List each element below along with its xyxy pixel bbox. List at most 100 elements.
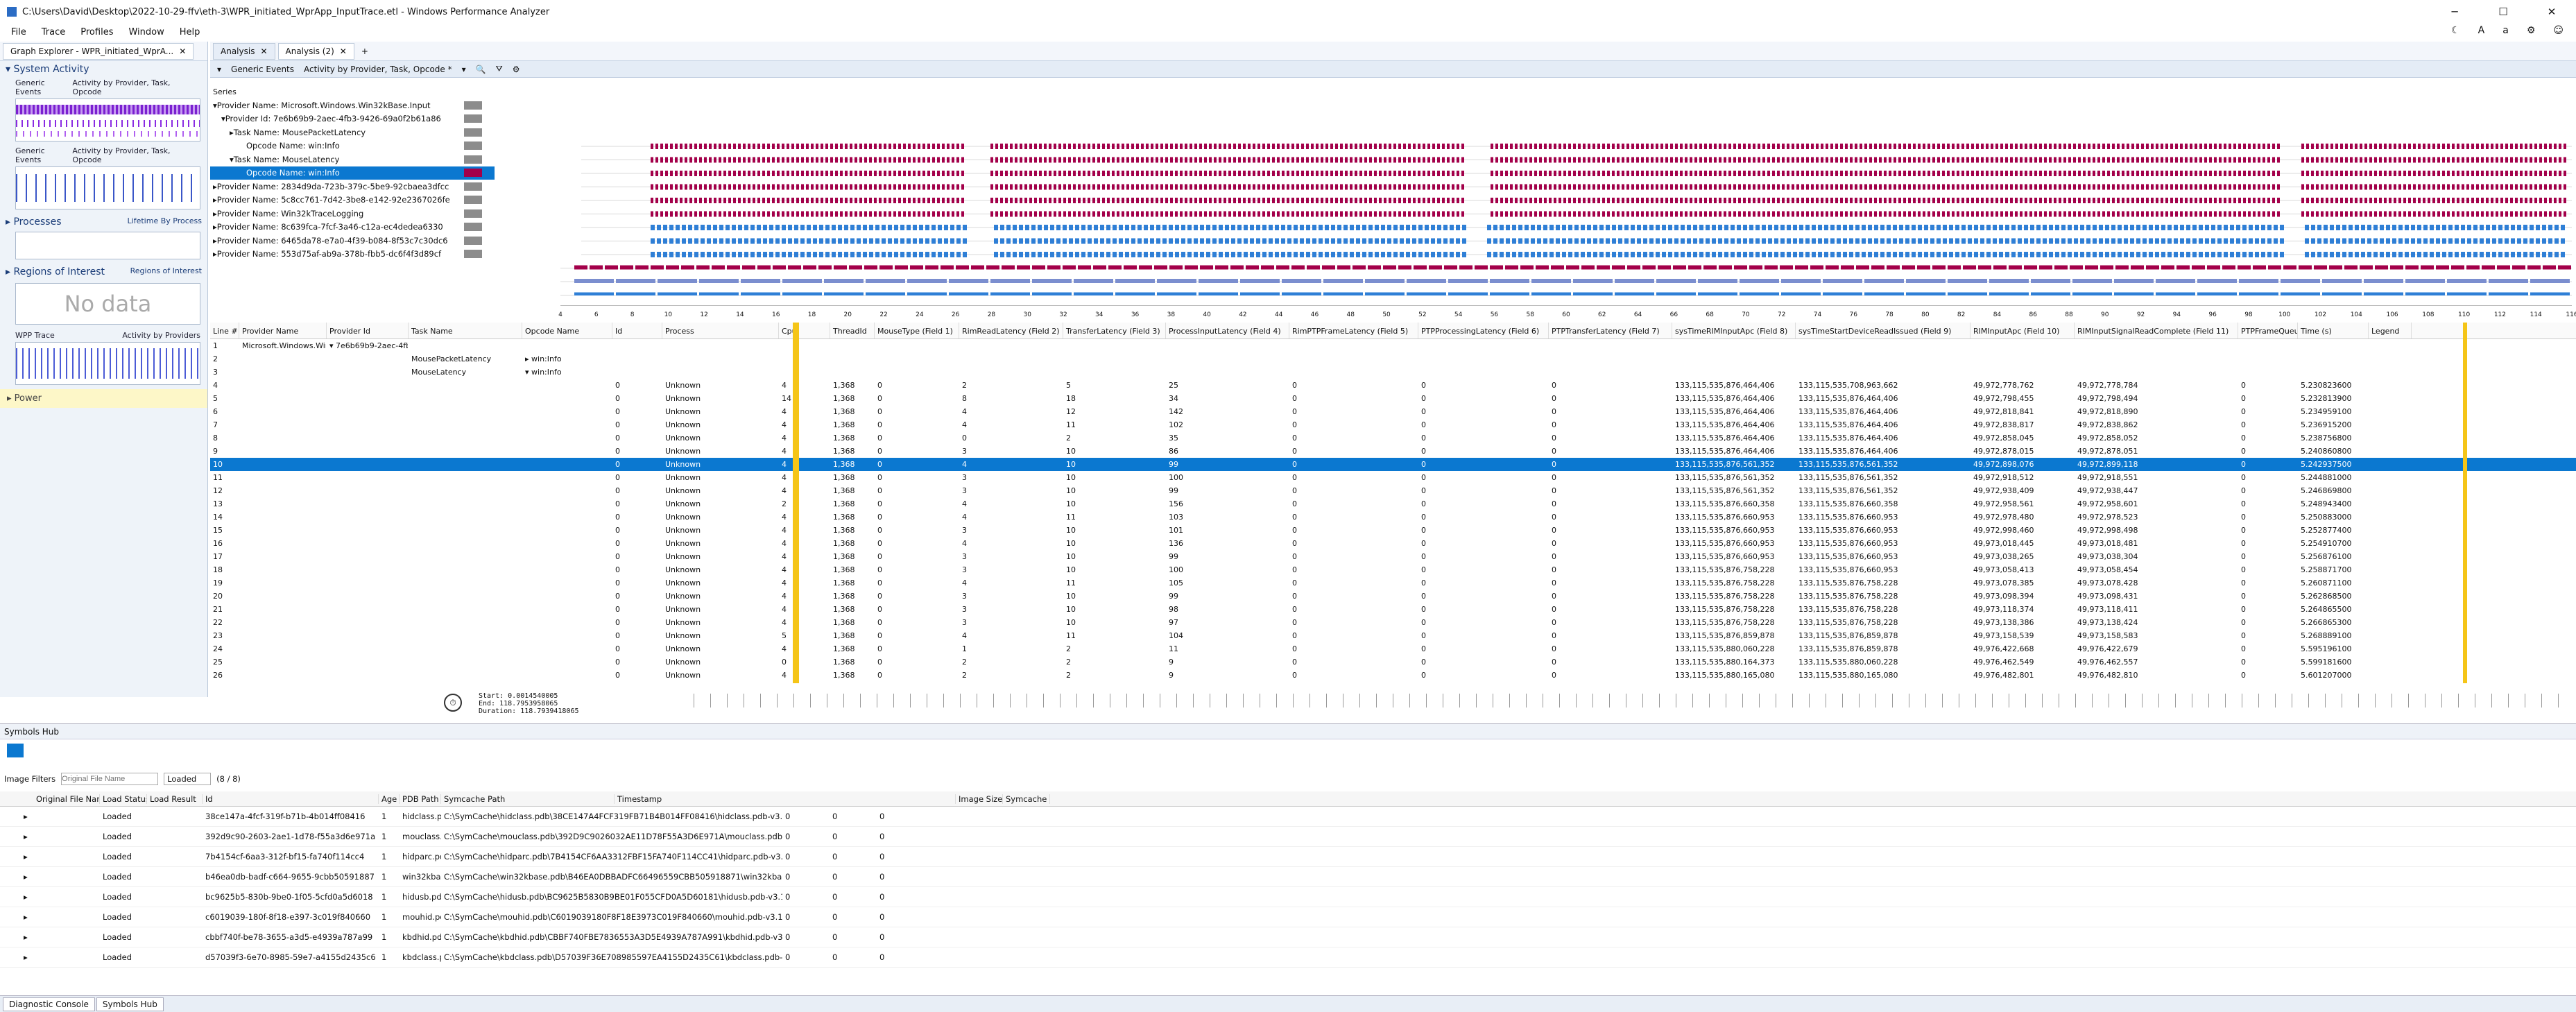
tab-analysis-2[interactable]: Analysis (2) ✕	[277, 42, 354, 60]
column-header[interactable]: Symcache Flags	[1003, 794, 1050, 804]
table-row[interactable]: 5 0 Unknown 14 1,368 0 8 18 34 0 0 0 133,115,535,876…	[210, 392, 2576, 405]
collapse-icon[interactable]: ▾	[217, 64, 222, 74]
column-header[interactable]: Legend	[2369, 323, 2412, 338]
series-color-swatch[interactable]	[464, 128, 482, 137]
column-header[interactable]: RimReadLatency (Field 2)	[959, 323, 1063, 338]
series-color-swatch[interactable]	[464, 101, 482, 110]
menu-window[interactable]: Window	[128, 26, 164, 37]
series-color-swatch[interactable]	[464, 250, 482, 259]
expand-icon[interactable]: ▾	[213, 100, 217, 110]
series-row[interactable]: ▾ Task Name: MouseLatency	[210, 153, 495, 166]
symbol-row[interactable]: ▸ Loaded 38ce147a-4fcf-319f-b71b-4b014ff08…	[0, 807, 2576, 827]
menu-file[interactable]: File	[11, 26, 26, 37]
expand-icon[interactable]: ▸	[213, 235, 217, 246]
column-header[interactable]: Id	[203, 794, 379, 804]
symbol-row[interactable]: ▸ Loaded d57039f3-6e70-8985-59e7-a4155d243…	[0, 947, 2576, 968]
column-header[interactable]: PTPTransferLatency (Field 7)	[1549, 323, 1672, 338]
expand-icon[interactable]: ▾	[221, 114, 225, 124]
feedback-icon[interactable]: ☺	[2553, 25, 2564, 36]
column-header[interactable]: sysTimeRIMInputApc (Field 8)	[1672, 323, 1796, 338]
symbol-row[interactable]: ▸ Loaded bc9625b5-830b-9be0-1f05-5cfd0a5d6…	[0, 887, 2576, 907]
series-row[interactable]: ▸ Task Name: MousePacketLatency	[210, 126, 495, 139]
search-icon[interactable]: 🔍	[475, 64, 486, 74]
expand-icon[interactable]: ▸	[213, 208, 217, 218]
table-row[interactable]: 15 0 Unknown 4 1,368 0 3 10 101 0 0 0 133,115,535,87…	[210, 524, 2576, 537]
column-header[interactable]: sysTimeStartDeviceReadIssued (Field 9)	[1796, 323, 1970, 338]
expand-icon[interactable]: ▾	[230, 154, 234, 164]
tab-graph-explorer[interactable]: Graph Explorer - WPR_initiated_WprA... ✕	[3, 42, 194, 60]
maximize-button[interactable]: ☐	[2498, 6, 2508, 18]
column-header[interactable]: Time (s)	[2298, 323, 2369, 338]
expand-icon[interactable]: ▸	[213, 195, 217, 205]
tab-analysis[interactable]: Analysis ✕	[213, 42, 275, 60]
column-header[interactable]: Load Status	[100, 794, 147, 804]
symbol-row[interactable]: ▸ Loaded b46ea0db-badf-c664-9655-9cbb50591…	[0, 867, 2576, 887]
expand-icon[interactable]: ▸	[213, 222, 217, 232]
column-header[interactable]: Age	[379, 794, 400, 804]
table-row[interactable]: 4 0 Unknown 4 1,368 0 2 5 25 0 0 0 133,115,535,876,4…	[210, 379, 2576, 392]
section-system-activity[interactable]: ▾ System Activity	[6, 64, 89, 75]
table-row[interactable]: 14 0 Unknown 4 1,368 0 4 11 103 0 0 0 133,115,535,87…	[210, 511, 2576, 524]
symbol-row[interactable]: ▸ Loaded 392d9c90-2603-2ae1-1d78-f55a3d6e9…	[0, 827, 2576, 847]
column-header[interactable]: Task Name	[409, 323, 522, 338]
series-color-swatch[interactable]	[464, 182, 482, 191]
series-color-swatch[interactable]	[464, 236, 482, 245]
column-header[interactable]: Load Result	[147, 794, 203, 804]
table-row[interactable]: 17 0 Unknown 4 1,368 0 3 10 99 0 0 0 133,115,535,876…	[210, 550, 2576, 563]
expand-icon[interactable]: ▸	[24, 812, 28, 821]
section-power[interactable]: ▸ Power	[0, 389, 207, 408]
hub-tab[interactable]	[7, 744, 24, 757]
table-row[interactable]: 2 MousePacketLatency ▸ win:Info	[210, 352, 2576, 366]
table-row[interactable]: 12 0 Unknown 4 1,368 0 3 10 99 0 0 0 133,115,535,876…	[210, 484, 2576, 497]
graph-thumbnail-processes[interactable]	[15, 232, 200, 259]
column-header[interactable]: ProcessInputLatency (Field 4)	[1166, 323, 1289, 338]
column-header[interactable]: Image Size	[956, 794, 1003, 804]
series-color-swatch[interactable]	[464, 209, 482, 218]
column-header[interactable]: RIMInputApc (Field 10)	[1970, 323, 2075, 338]
font-size-small-icon[interactable]: a	[2502, 25, 2509, 36]
column-header[interactable]: Id	[612, 323, 662, 338]
series-color-swatch[interactable]	[464, 169, 482, 178]
column-header[interactable]: PTPFrameQueue	[2238, 323, 2298, 338]
table-row[interactable]: 13 0 Unknown 2 1,368 0 4 10 156 0 0 0 133,115,535,87…	[210, 497, 2576, 511]
column-header[interactable]: RimPTPFrameLatency (Field 5)	[1289, 323, 1418, 338]
series-row[interactable]: ▸ Provider Name: 5c8cc761-7d42-3be8-e142…	[210, 194, 495, 207]
expand-icon[interactable]: ▸	[24, 912, 28, 922]
column-header[interactable]: Timestamp	[615, 794, 956, 804]
table-row[interactable]: 24 0 Unknown 4 1,368 0 1 2 11 0 0 0 133,115,535,880,…	[210, 642, 2576, 655]
symbol-row[interactable]: ▸ Loaded cbbf740f-be78-3655-a3d5-e4939a787…	[0, 927, 2576, 947]
expand-icon[interactable]: ▸	[24, 892, 28, 902]
menu-profiles[interactable]: Profiles	[80, 26, 114, 37]
column-header[interactable]: ThreadId	[830, 323, 875, 338]
series-row[interactable]: Opcode Name: win:Info	[210, 166, 495, 180]
filter-input[interactable]	[61, 773, 159, 785]
column-header[interactable]: PDB Path	[400, 794, 441, 804]
series-row[interactable]: ▾ Provider Id: 7e6b69b9-2aec-4fb3-9426-6…	[210, 112, 495, 126]
column-header[interactable]: TransferLatency (Field 3)	[1063, 323, 1166, 338]
table-row[interactable]: 25 0 Unknown 0 1,368 0 2 2 9 0 0 0 133,115,535,880,1…	[210, 655, 2576, 669]
table-row[interactable]: 9 0 Unknown 4 1,368 0 3 10 86 0 0 0 133,115,535,876,…	[210, 445, 2576, 458]
column-header[interactable]: Original File Name	[33, 794, 100, 804]
table-row[interactable]: 22 0 Unknown 4 1,368 0 3 10 97 0 0 0 133,115,535,876…	[210, 616, 2576, 629]
table-row[interactable]: 20 0 Unknown 4 1,368 0 3 10 99 0 0 0 133,115,535,876…	[210, 590, 2576, 603]
expand-icon[interactable]: ▸	[230, 127, 234, 137]
table-row[interactable]: 21 0 Unknown 4 1,368 0 3 10 98 0 0 0 133,115,535,876…	[210, 603, 2576, 616]
series-color-swatch[interactable]	[464, 223, 482, 232]
column-header[interactable]: Line #	[210, 323, 239, 338]
series-color-swatch[interactable]	[464, 196, 482, 205]
graph-thumbnail-generic-events-2[interactable]	[15, 166, 200, 209]
table-row[interactable]: 7 0 Unknown 4 1,368 0 4 11 102 0 0 0 133,115,535,876…	[210, 418, 2576, 431]
minimize-button[interactable]: ─	[2451, 6, 2458, 18]
table-row[interactable]: 23 0 Unknown 5 1,368 0 4 11 104 0 0 0 133,115,535,87…	[210, 629, 2576, 642]
settings-icon[interactable]: ⚙	[2526, 25, 2536, 36]
series-color-swatch[interactable]	[464, 114, 482, 123]
column-header[interactable]: Process	[662, 323, 779, 338]
table-row[interactable]: 26 0 Unknown 4 1,368 0 2 2 9 0 0 0 133,115,535,880,1…	[210, 669, 2576, 682]
table-row[interactable]: 3 MouseLatency ▾ win:Info	[210, 366, 2576, 379]
timeline-graph[interactable]	[560, 139, 2572, 295]
expand-icon[interactable]: ▸	[213, 181, 217, 191]
table-row[interactable]: 10 0 Unknown 4 1,368 0 4 10 99 0 0 0 133,115,535,876…	[210, 458, 2576, 471]
series-color-swatch[interactable]	[464, 155, 482, 164]
font-size-icon[interactable]: A	[2478, 25, 2485, 36]
symbol-row[interactable]: ▸ Loaded 7b4154cf-6aa3-312f-bf15-fa740f114…	[0, 847, 2576, 867]
